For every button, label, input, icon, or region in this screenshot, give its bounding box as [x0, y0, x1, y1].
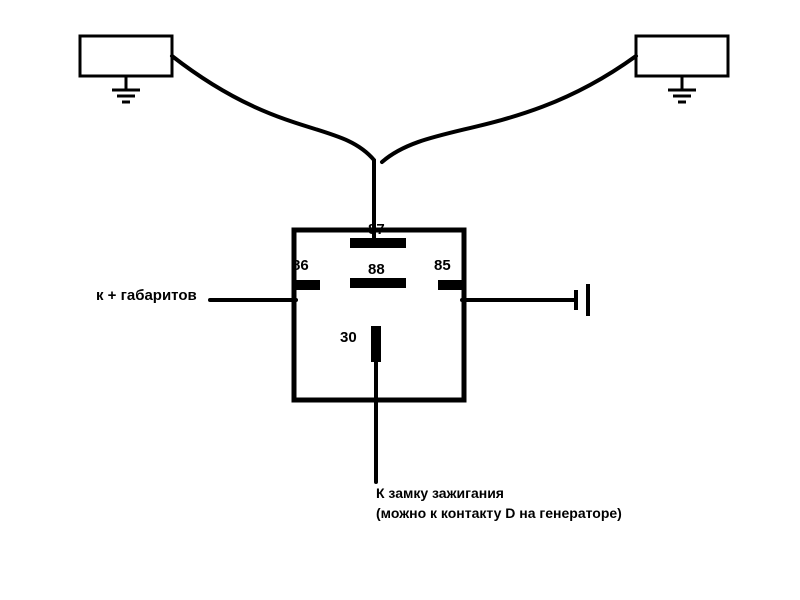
label-left: к + габаритов [96, 287, 197, 304]
relay-pin-86-label: 86 [292, 257, 309, 274]
relay-pin-88-label: 88 [368, 261, 385, 278]
label-bottom-1: К замку зажигания [376, 485, 504, 501]
label-bottom-2: (можно к контакту D на генераторе) [376, 505, 622, 521]
relay-pin-86 [296, 280, 320, 290]
relay-pin-30-label: 30 [340, 329, 357, 346]
relay-pin-88 [350, 278, 406, 288]
relay-pin-85 [438, 280, 462, 290]
relay-pin-87-label: 87 [368, 221, 385, 238]
relay-pin-87 [350, 238, 406, 248]
relay-pin-30 [371, 326, 381, 362]
relay-pin-85-label: 85 [434, 257, 451, 274]
